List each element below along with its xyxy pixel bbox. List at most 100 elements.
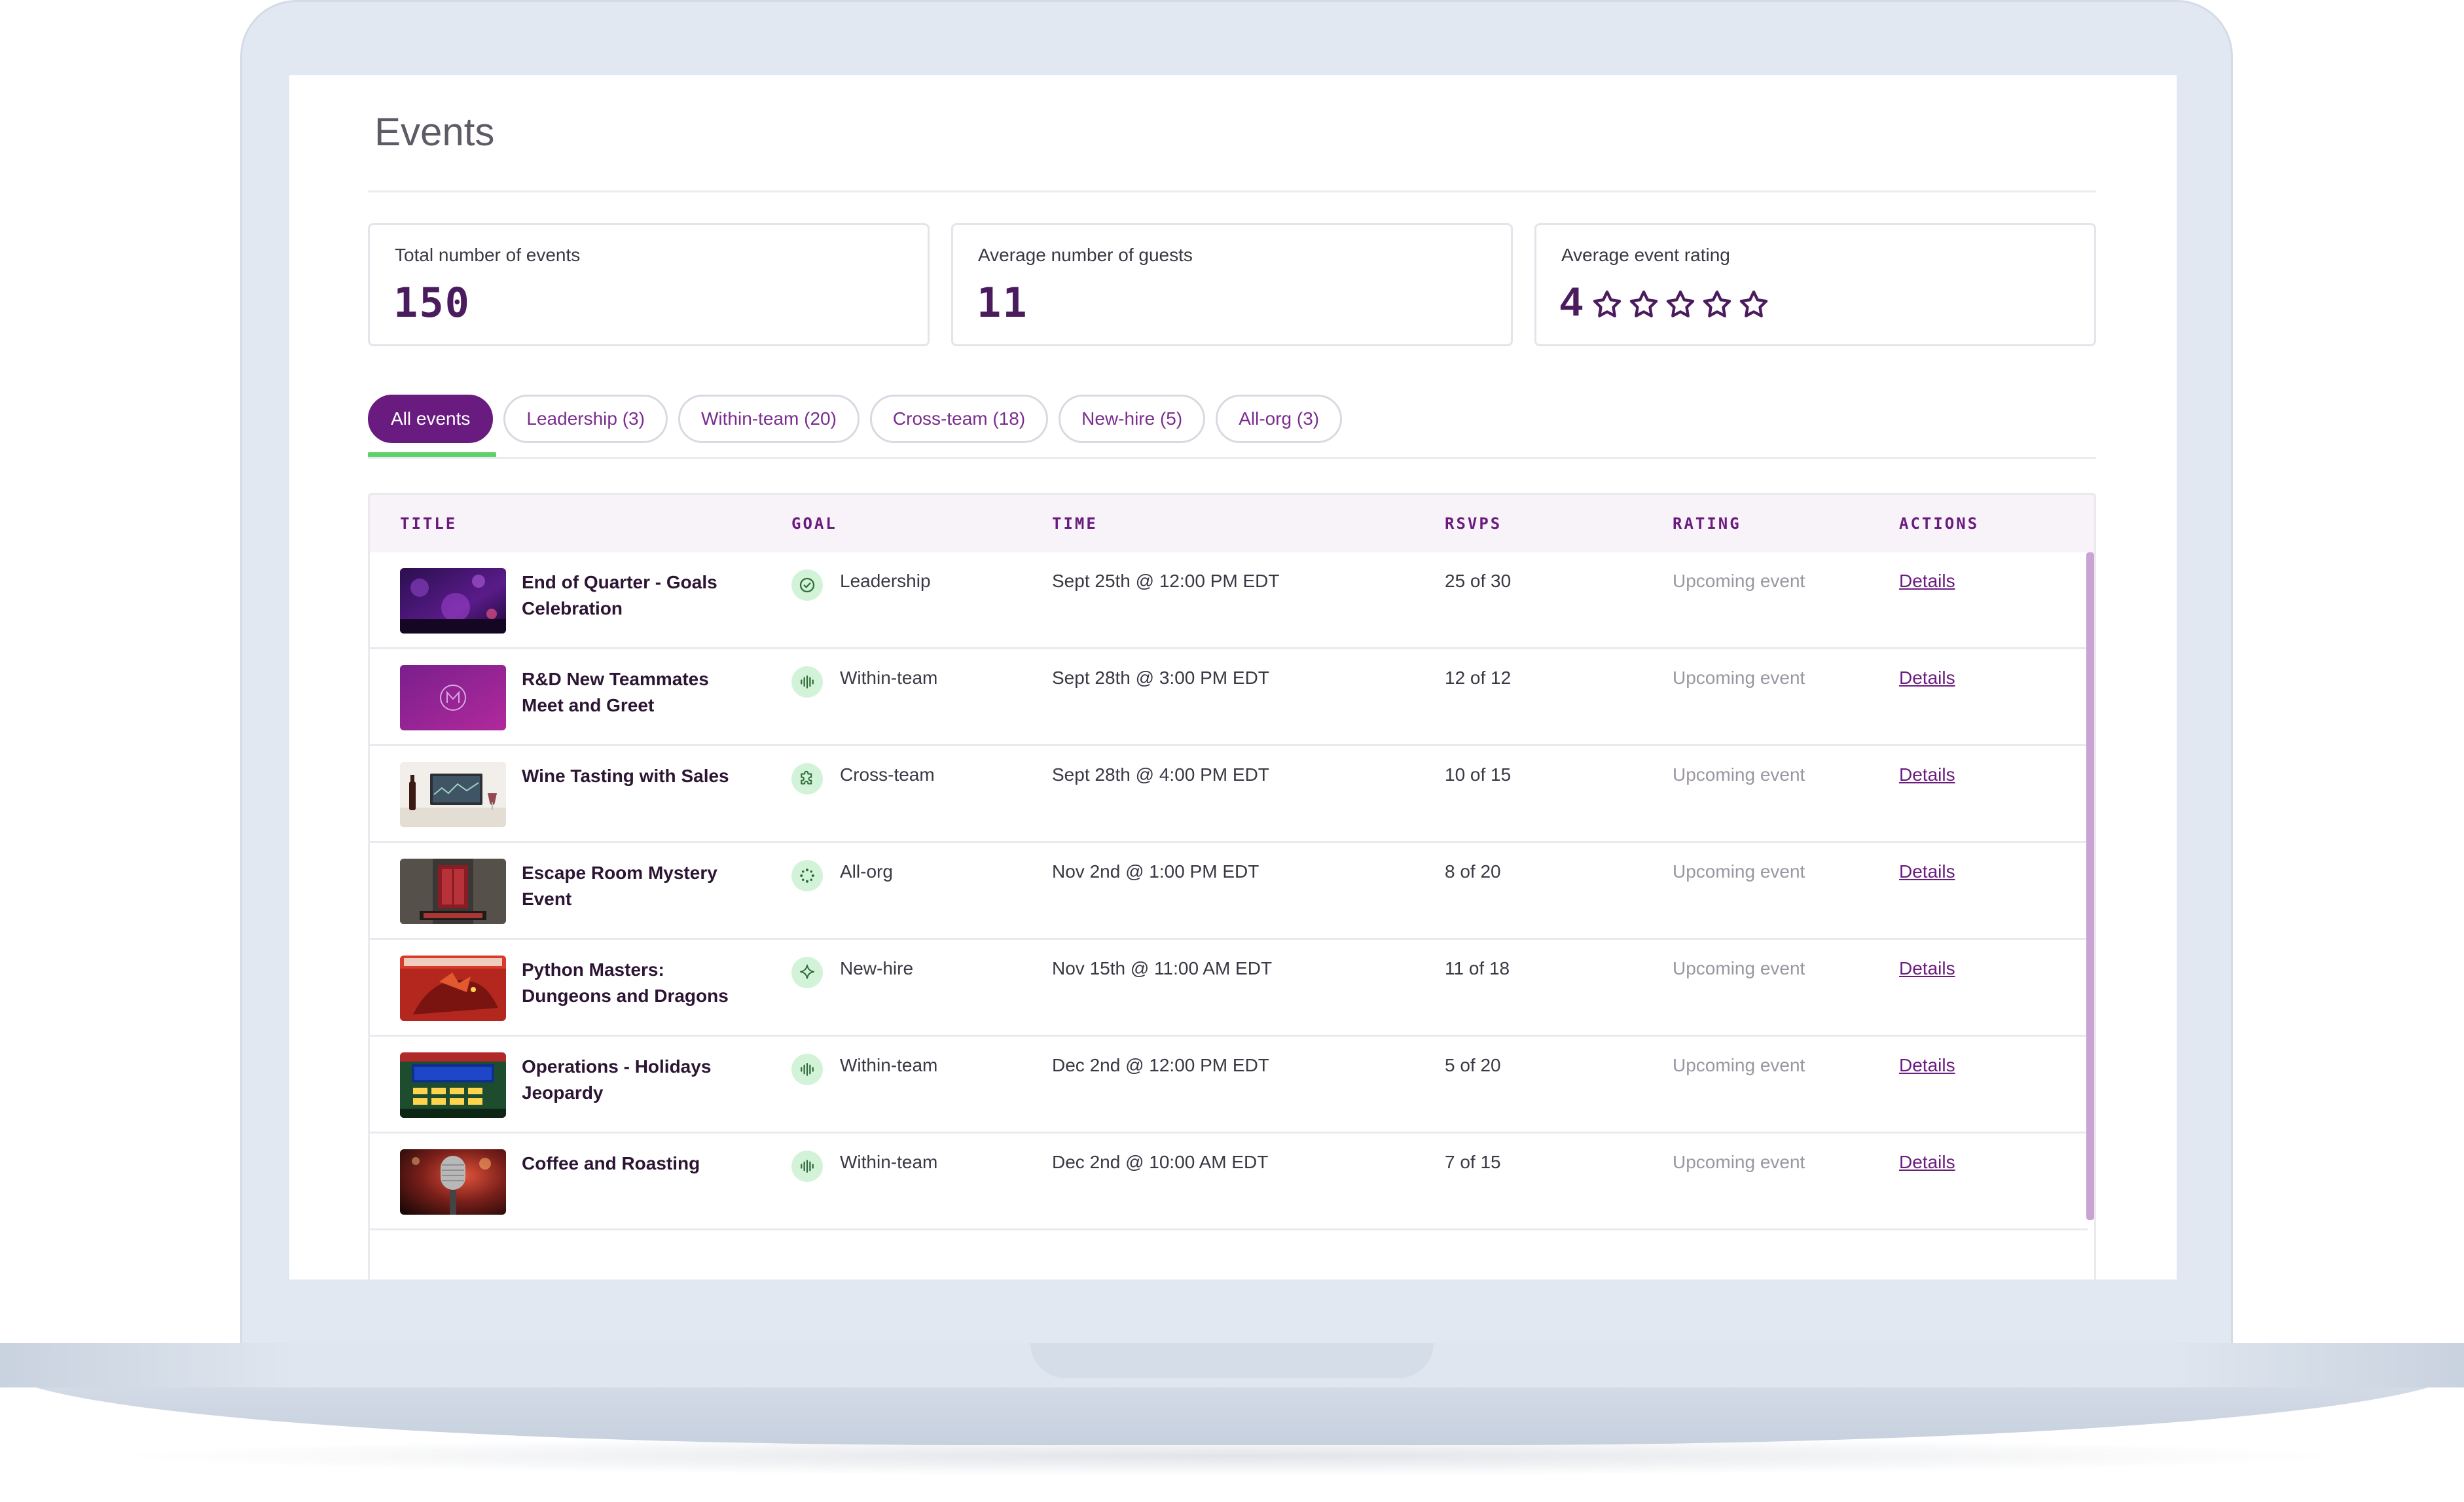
event-rating: Upcoming event (1673, 764, 1805, 785)
active-tab-indicator (368, 452, 496, 457)
tab-new-hire[interactable]: New-hire (5) (1059, 395, 1206, 443)
table-row: Wine Tasting with Sales Cross-team Sept 28… (370, 746, 2088, 843)
jeopardy-image (400, 1052, 506, 1118)
event-rating: Upcoming event (1673, 571, 1805, 591)
dots-circle-icon (791, 860, 823, 891)
event-title: Operations - Holidays Jeopardy (522, 1056, 712, 1103)
event-title: End of Quarter - Goals Celebration (522, 572, 717, 618)
event-goal: Within-team (840, 668, 938, 688)
table-header: TITLE GOAL TIME RSVPS RATING ACTIONS (370, 495, 2094, 552)
dragons-image (400, 956, 506, 1021)
tab-within-team[interactable]: Within-team (20) (678, 395, 860, 443)
star-icon (1700, 285, 1734, 319)
stat-card-average-rating: Average event rating 4 (1534, 223, 2096, 346)
details-link[interactable]: Details (1899, 571, 1955, 591)
filter-tabs: All events Leadership (3) Within-team (20)… (368, 395, 1343, 443)
stat-label: Average number of guests (978, 245, 1193, 265)
tab-leadership[interactable]: Leadership (3) (503, 395, 668, 443)
event-rating: Upcoming event (1673, 1152, 1805, 1172)
check-circle-icon (791, 569, 823, 601)
table-row: Coffee and Roasting Within-team Dec 2nd @ … (370, 1134, 2088, 1230)
event-rsvps: 5 of 20 (1445, 1055, 1501, 1075)
star-icon (1663, 285, 1697, 319)
event-rating: Upcoming event (1673, 1055, 1805, 1075)
star-icon (1627, 285, 1661, 319)
tab-all-org[interactable]: All-org (3) (1216, 395, 1343, 443)
details-link[interactable]: Details (1899, 958, 1955, 978)
table-row: R&D New Teammates Meet and Greet Within-t… (370, 649, 2088, 746)
column-header-rsvps[interactable]: RSVPS (1445, 514, 1502, 533)
event-time: Sept 28th @ 3:00 PM EDT (1052, 668, 1269, 688)
event-title: R&D New Teammates Meet and Greet (522, 669, 709, 715)
event-title: Python Masters: Dungeons and Dragons (522, 959, 729, 1006)
event-goal: Cross-team (840, 764, 935, 785)
star-icon (1737, 285, 1771, 319)
laptop-notch (1030, 1343, 1434, 1378)
event-goal: Within-team (840, 1055, 938, 1075)
table-row: Python Masters: Dungeons and Dragons New-… (370, 940, 2088, 1037)
event-rsvps: 11 of 18 (1445, 958, 1510, 978)
logo-image (400, 665, 506, 730)
stat-card-average-guests: Average number of guests 11 (951, 223, 1513, 346)
soundwave-icon (791, 1151, 823, 1182)
event-time: Sept 28th @ 4:00 PM EDT (1052, 764, 1269, 785)
stat-value: 4 (1560, 279, 1584, 325)
event-rating: Upcoming event (1673, 668, 1805, 688)
party-image (400, 568, 506, 634)
table-row: Operations - Holidays Jeopardy Within-tea… (370, 1037, 2088, 1134)
event-time: Dec 2nd @ 10:00 AM EDT (1052, 1152, 1269, 1172)
screen: Events Total number of events 150 Averag… (289, 75, 2177, 1279)
table-row: End of Quarter - Goals Celebration Leader… (370, 552, 2088, 649)
page-title: Events (374, 110, 495, 154)
column-header-goal[interactable]: GOAL (791, 514, 837, 533)
event-goal: Within-team (840, 1152, 938, 1172)
stat-card-total-events: Total number of events 150 (368, 223, 930, 346)
rating-stars (1590, 285, 1771, 319)
details-link[interactable]: Details (1899, 1152, 1955, 1172)
event-rating: Upcoming event (1673, 958, 1805, 978)
event-title: Escape Room Mystery Event (522, 863, 717, 909)
event-rsvps: 12 of 12 (1445, 668, 1512, 688)
event-rsvps: 8 of 20 (1445, 861, 1501, 882)
stat-label: Average event rating (1561, 245, 1730, 265)
microphone-image (400, 1149, 506, 1215)
event-goal: Leadership (840, 571, 931, 591)
tab-all[interactable]: All events (368, 395, 494, 443)
event-title: Coffee and Roasting (522, 1153, 700, 1173)
column-header-time[interactable]: TIME (1052, 514, 1098, 533)
puzzle-icon (791, 763, 823, 795)
event-goal: New-hire (840, 958, 914, 978)
event-rating: Upcoming event (1673, 861, 1805, 882)
event-rsvps: 25 of 30 (1445, 571, 1512, 591)
details-link[interactable]: Details (1899, 1055, 1955, 1075)
column-header-title[interactable]: TITLE (400, 514, 458, 533)
details-link[interactable]: Details (1899, 861, 1955, 882)
event-time: Sept 25th @ 12:00 PM EDT (1052, 571, 1280, 591)
column-header-actions: ACTIONS (1899, 514, 1980, 533)
stat-value: 11 (977, 279, 1028, 327)
table-row: Escape Room Mystery Event All-org Nov 2nd … (370, 843, 2088, 940)
column-header-rating[interactable]: RATING (1673, 514, 1741, 533)
sparkle-icon (791, 957, 823, 988)
event-rsvps: 7 of 15 (1445, 1152, 1501, 1172)
escape-room-image (400, 859, 506, 924)
stat-label: Total number of events (395, 245, 581, 265)
details-link[interactable]: Details (1899, 668, 1955, 688)
event-rsvps: 10 of 15 (1445, 764, 1512, 785)
event-time: Nov 15th @ 11:00 AM EDT (1052, 958, 1273, 978)
soundwave-icon (791, 666, 823, 698)
table-scrollbar[interactable] (2086, 552, 2094, 1220)
tab-cross-team[interactable]: Cross-team (18) (869, 395, 1049, 443)
stat-value: 150 (393, 279, 471, 327)
event-time: Nov 2nd @ 1:00 PM EDT (1052, 861, 1259, 882)
event-goal: All-org (840, 861, 893, 882)
event-time: Dec 2nd @ 12:00 PM EDT (1052, 1055, 1269, 1075)
divider (368, 457, 2096, 459)
star-icon (1590, 285, 1624, 319)
details-link[interactable]: Details (1899, 764, 1955, 785)
rating-display: 4 (1560, 279, 1771, 325)
wine-image (400, 762, 506, 827)
soundwave-icon (791, 1054, 823, 1085)
events-table: TITLE GOAL TIME RSVPS RATING ACTIONS End… (368, 493, 2096, 1279)
divider (368, 190, 2096, 192)
